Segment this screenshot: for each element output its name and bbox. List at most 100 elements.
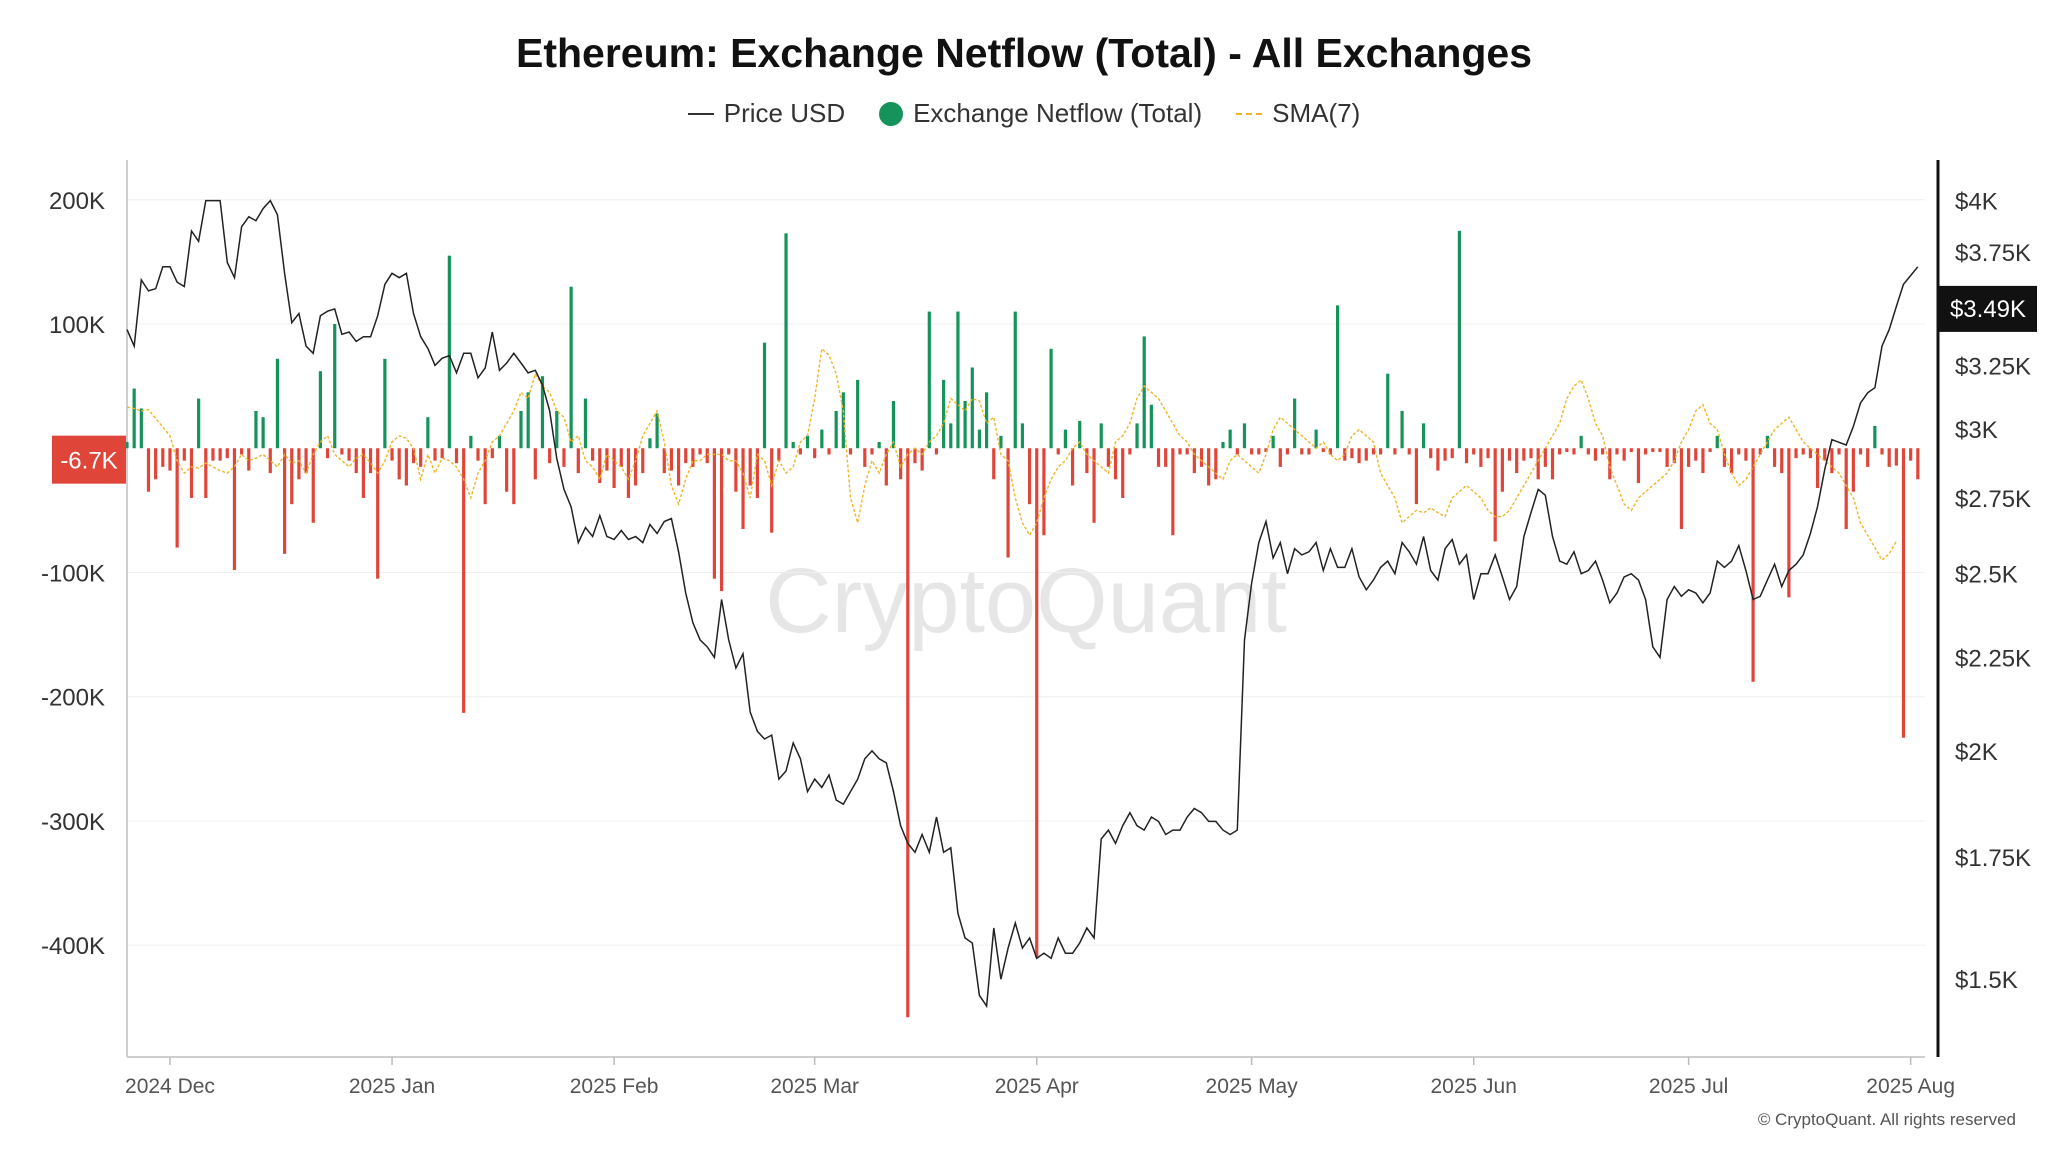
netflow-bar bbox=[1414, 448, 1419, 505]
current-netflow-badge bbox=[52, 435, 126, 484]
netflow-bar bbox=[1787, 448, 1791, 598]
netflow-bar bbox=[1035, 448, 1039, 958]
netflow-bar bbox=[1192, 448, 1196, 474]
netflow-bar bbox=[1235, 448, 1239, 455]
right-tick-label: $3.25K bbox=[1955, 353, 2031, 380]
netflow-bar bbox=[354, 448, 358, 474]
netflow-bar bbox=[232, 448, 237, 570]
netflow-bar bbox=[1507, 448, 1512, 461]
netflow-bar bbox=[834, 410, 838, 449]
netflow-bar bbox=[1780, 448, 1784, 474]
netflow-bar bbox=[1801, 448, 1805, 455]
netflow-bar bbox=[1622, 448, 1626, 461]
netflow-bar bbox=[1171, 448, 1175, 536]
netflow-bar bbox=[548, 448, 552, 464]
netflow-bar bbox=[1006, 448, 1010, 558]
legend-item-netflow[interactable]: Exchange Netflow (Total) bbox=[879, 98, 1202, 129]
price-line bbox=[126, 199, 1919, 1009]
netflow-bar bbox=[1336, 305, 1340, 449]
netflow-bar bbox=[934, 448, 939, 455]
netflow-bar bbox=[1679, 448, 1684, 529]
netflow-bar bbox=[920, 448, 924, 471]
netflow-bar bbox=[791, 442, 795, 449]
x-tick-label: 2024 Dec bbox=[125, 1075, 215, 1098]
netflow-bar bbox=[247, 448, 251, 471]
netflow-bar bbox=[1844, 448, 1848, 529]
netflow-bar bbox=[1178, 448, 1182, 455]
x-tick-label: 2025 Jul bbox=[1649, 1075, 1728, 1098]
netflow-bar bbox=[1242, 423, 1247, 449]
netflow-bar bbox=[555, 410, 559, 449]
netflow-bar bbox=[540, 376, 545, 449]
netflow-bar bbox=[368, 448, 373, 474]
netflow-bar bbox=[1665, 448, 1669, 467]
netflow-bar bbox=[1608, 448, 1612, 480]
netflow-bar bbox=[1550, 448, 1555, 480]
right-tick-label: $1.5K bbox=[1955, 967, 2018, 994]
netflow-bar bbox=[197, 398, 201, 449]
netflow-bar bbox=[1658, 448, 1662, 452]
netflow-bar bbox=[1694, 448, 1698, 461]
netflow-bar bbox=[1099, 423, 1103, 449]
netflow-bar bbox=[1063, 429, 1067, 449]
netflow-bar bbox=[1794, 448, 1798, 459]
right-tick-label: $2.5K bbox=[1955, 562, 2018, 589]
netflow-bar bbox=[483, 448, 487, 505]
right-tick-label: $3.75K bbox=[1955, 240, 2031, 267]
netflow-bar bbox=[1429, 448, 1433, 459]
netflow-bar bbox=[1378, 448, 1383, 455]
netflow-bar bbox=[204, 448, 208, 498]
netflow-bar bbox=[225, 448, 229, 459]
netflow-bar bbox=[1106, 448, 1110, 467]
netflow-bar bbox=[913, 448, 917, 464]
netflow-bar bbox=[1464, 448, 1469, 464]
netflow-bar bbox=[712, 448, 716, 579]
netflow-bar bbox=[168, 448, 172, 471]
netflow-bar bbox=[848, 448, 853, 455]
right-tick-label: $2.75K bbox=[1955, 486, 2031, 513]
legend-item-price[interactable]: Price USD bbox=[687, 98, 846, 129]
netflow-bar bbox=[1199, 448, 1204, 467]
netflow-bar bbox=[376, 448, 380, 579]
netflow-bar bbox=[268, 448, 272, 474]
netflow-bar bbox=[383, 358, 387, 449]
legend-label-price: Price USD bbox=[723, 98, 846, 128]
netflow-bar bbox=[1042, 448, 1046, 536]
netflow-bar bbox=[1586, 448, 1590, 455]
netflow-bar bbox=[189, 448, 194, 498]
netflow-bar bbox=[240, 448, 244, 455]
netflow-bar bbox=[1866, 448, 1870, 467]
netflow-bar bbox=[591, 448, 595, 461]
netflow-bar bbox=[1314, 429, 1318, 449]
netflow-bar bbox=[1901, 448, 1906, 738]
netflow-bar bbox=[1808, 448, 1812, 459]
netflow-bar bbox=[411, 448, 416, 464]
netflow-bar bbox=[1020, 423, 1025, 449]
netflow-bar bbox=[1880, 448, 1884, 455]
netflow-bar bbox=[684, 448, 688, 464]
netflow-bar bbox=[748, 448, 752, 486]
netflow-bar bbox=[1472, 448, 1476, 455]
legend-label-netflow: Exchange Netflow (Total) bbox=[913, 98, 1203, 128]
netflow-bar bbox=[1457, 230, 1461, 449]
netflow-bar bbox=[798, 448, 802, 455]
netflow-bar bbox=[1593, 448, 1598, 461]
netflow-bar bbox=[1156, 448, 1161, 467]
netflow-bar bbox=[1293, 398, 1297, 449]
netflow-bar bbox=[404, 448, 408, 486]
netflow-bar bbox=[1450, 448, 1454, 459]
netflow-bar bbox=[1851, 448, 1855, 492]
legend-item-sma[interactable]: SMA(7) bbox=[1236, 98, 1360, 129]
netflow-bar bbox=[1644, 448, 1648, 455]
netflow-bar bbox=[1837, 448, 1841, 455]
netflow-bar bbox=[1572, 448, 1576, 455]
netflow-bar bbox=[1092, 448, 1096, 523]
netflow-bar bbox=[1715, 435, 1719, 449]
netflow-bar bbox=[1285, 448, 1290, 455]
netflow-bar bbox=[419, 448, 423, 467]
netflow-bar bbox=[805, 435, 810, 449]
netflow-bar bbox=[1758, 448, 1762, 455]
netflow-bar bbox=[390, 448, 394, 461]
netflow-bar bbox=[318, 371, 323, 449]
netflow-bar bbox=[1142, 336, 1146, 449]
